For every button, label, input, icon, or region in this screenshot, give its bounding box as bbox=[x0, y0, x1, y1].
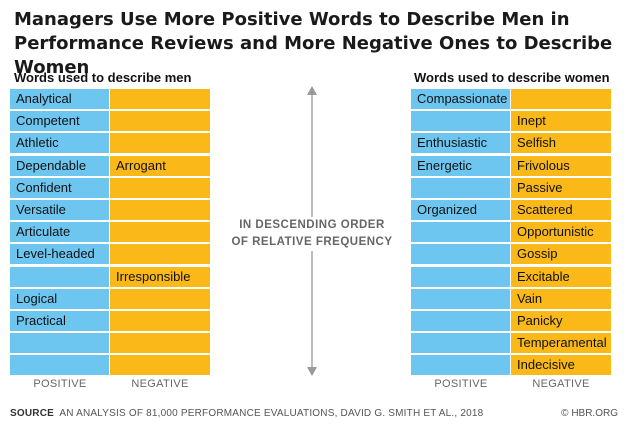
men-positive-word: Logical bbox=[10, 288, 109, 309]
women-table-row: Panicky bbox=[411, 311, 611, 331]
source-text: AN ANALYSIS OF 81,000 PERFORMANCE EVALUA… bbox=[59, 408, 484, 419]
women-negative-word: Frivolous bbox=[511, 155, 611, 176]
women-positive-word bbox=[411, 266, 510, 287]
women-table-row: Inept bbox=[411, 111, 611, 132]
women-table-row: Indecisive bbox=[411, 355, 611, 376]
men-table-row: Versatile bbox=[10, 200, 210, 220]
women-positive-word bbox=[411, 355, 510, 376]
men-negative-word: Irresponsible bbox=[110, 266, 210, 287]
men-table-row: Irresponsible bbox=[10, 266, 210, 287]
women-table-row: Temperamental bbox=[411, 333, 611, 354]
women-negative-word: Vain bbox=[511, 288, 611, 309]
men-positive-word: Competent bbox=[10, 111, 109, 132]
men-negative-word bbox=[110, 111, 210, 132]
men-positive-word bbox=[10, 266, 109, 287]
women-table-heading: Words used to describe women bbox=[414, 70, 610, 85]
men-positive-word: Analytical bbox=[10, 89, 109, 109]
women-positive-word: Enthusiastic bbox=[411, 133, 510, 154]
men-negative-header: NEGATIVE bbox=[131, 378, 189, 390]
women-table-row: Energetic Frivolous bbox=[411, 155, 611, 176]
men-table-row: Dependable Arrogant bbox=[10, 155, 210, 176]
men-negative-word bbox=[110, 177, 210, 198]
women-positive-word: Compassionate bbox=[411, 89, 510, 109]
women-table-row: Compassionate bbox=[411, 89, 611, 109]
men-table-row: Confident bbox=[10, 177, 210, 198]
men-positive-word bbox=[10, 355, 109, 376]
men-table-row: Articulate bbox=[10, 222, 210, 243]
women-table-row: Enthusiastic Selfish bbox=[411, 133, 611, 154]
women-table-row: Organized Scattered bbox=[411, 200, 611, 220]
men-negative-word bbox=[110, 244, 210, 265]
women-positive-word bbox=[411, 244, 510, 265]
men-positive-word: Confident bbox=[10, 177, 109, 198]
men-table-row: Practical bbox=[10, 311, 210, 331]
men-negative-word bbox=[110, 355, 210, 376]
men-table-row: Analytical bbox=[10, 89, 210, 109]
women-table-row: Passive bbox=[411, 177, 611, 198]
men-negative-word bbox=[110, 89, 210, 109]
chart-title: Managers Use More Positive Words to Desc… bbox=[14, 9, 613, 78]
women-positive-word: Energetic bbox=[411, 155, 510, 176]
women-negative-word: Panicky bbox=[511, 311, 611, 331]
men-positive-word: Level-headed bbox=[10, 244, 109, 265]
source-note: SOURCE AN ANALYSIS OF 81,000 PERFORMANCE… bbox=[10, 408, 483, 419]
men-words-table: Analytical Competent Athletic Dependable Arr… bbox=[10, 89, 210, 376]
men-table-heading: Words used to describe men bbox=[14, 70, 192, 85]
frequency-label-line-2: OF RELATIVE FREQUENCY bbox=[231, 236, 393, 248]
men-negative-word: Arrogant bbox=[110, 155, 210, 176]
men-negative-word bbox=[110, 311, 210, 331]
men-positive-header: POSITIVE bbox=[33, 378, 87, 390]
women-negative-word: Selfish bbox=[511, 133, 611, 154]
women-positive-word bbox=[411, 311, 510, 331]
women-negative-word: Temperamental bbox=[511, 333, 611, 354]
women-positive-word bbox=[411, 111, 510, 132]
women-negative-word: Inept bbox=[511, 111, 611, 132]
men-table-row: Level-headed bbox=[10, 244, 210, 265]
men-table-row bbox=[10, 355, 210, 376]
women-table-row: Opportunistic bbox=[411, 222, 611, 243]
women-table-row: Vain bbox=[411, 288, 611, 309]
women-positive-word bbox=[411, 222, 510, 243]
frequency-label: IN DESCENDING ORDER OF RELATIVE FREQUENC… bbox=[222, 217, 402, 251]
women-negative-word: Indecisive bbox=[511, 355, 611, 376]
women-table-row: Excitable bbox=[411, 266, 611, 287]
women-positive-header: POSITIVE bbox=[434, 378, 488, 390]
women-words-table: Compassionate Inept Enthusiastic Selfish Ene… bbox=[411, 89, 611, 376]
hbr-credit: © HBR.ORG bbox=[561, 408, 618, 419]
men-positive-word: Practical bbox=[10, 311, 109, 331]
women-positive-word bbox=[411, 288, 510, 309]
women-negative-word: Excitable bbox=[511, 266, 611, 287]
men-negative-word bbox=[110, 133, 210, 154]
women-table-row: Gossip bbox=[411, 244, 611, 265]
women-negative-word bbox=[511, 89, 611, 109]
men-positive-word: Articulate bbox=[10, 222, 109, 243]
women-negative-word: Opportunistic bbox=[511, 222, 611, 243]
women-negative-header: NEGATIVE bbox=[532, 378, 590, 390]
men-negative-word bbox=[110, 222, 210, 243]
men-negative-word bbox=[110, 333, 210, 354]
frequency-label-line-1: IN DESCENDING ORDER bbox=[239, 219, 385, 231]
men-positive-word bbox=[10, 333, 109, 354]
women-positive-word: Organized bbox=[411, 200, 510, 220]
women-negative-word: Scattered bbox=[511, 200, 611, 220]
men-table-row: Logical bbox=[10, 288, 210, 309]
men-negative-word bbox=[110, 200, 210, 220]
women-negative-word: Gossip bbox=[511, 244, 611, 265]
women-positive-word bbox=[411, 177, 510, 198]
men-positive-word: Dependable bbox=[10, 155, 109, 176]
men-positive-word: Athletic bbox=[10, 133, 109, 154]
men-table-row: Competent bbox=[10, 111, 210, 132]
source-label: SOURCE bbox=[10, 408, 54, 419]
men-table-row bbox=[10, 333, 210, 354]
women-negative-word: Passive bbox=[511, 177, 611, 198]
men-negative-word bbox=[110, 288, 210, 309]
men-positive-word: Versatile bbox=[10, 200, 109, 220]
women-positive-word bbox=[411, 333, 510, 354]
men-table-row: Athletic bbox=[10, 133, 210, 154]
